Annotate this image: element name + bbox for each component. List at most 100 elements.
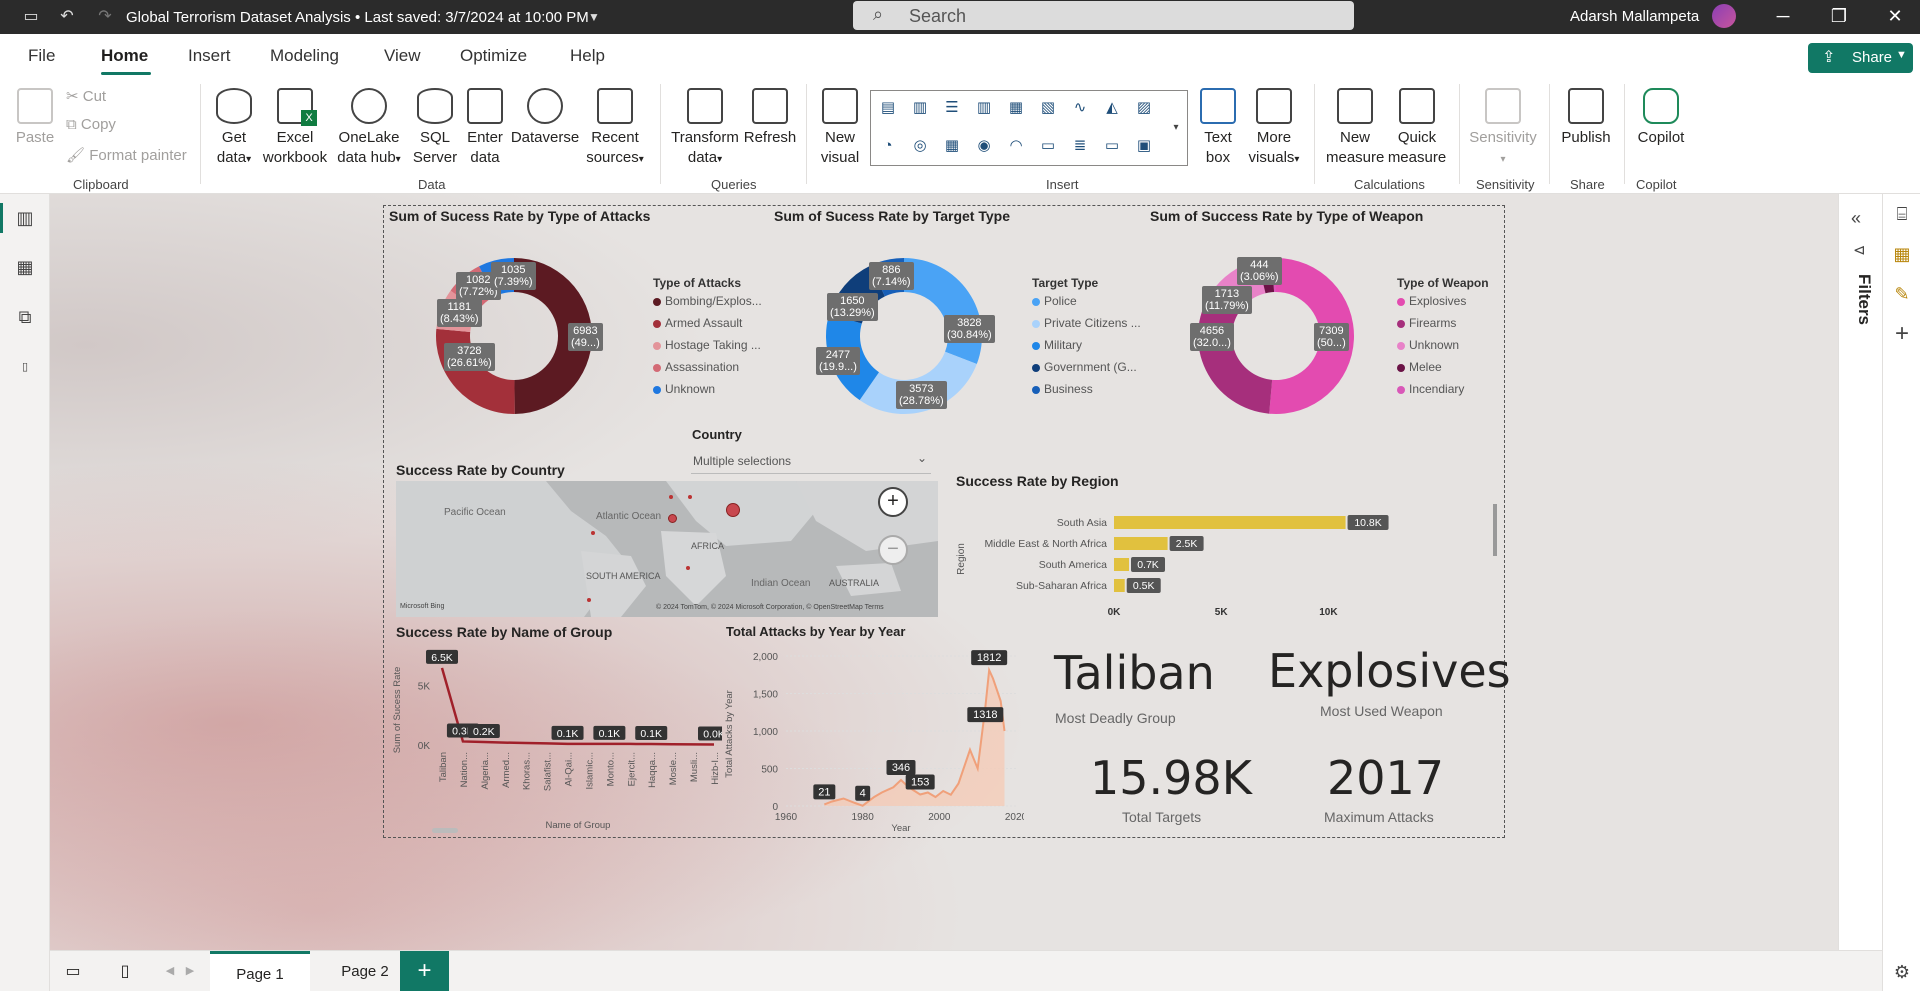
more-visuals-button[interactable]: More visuals▾ [1246, 88, 1302, 170]
add-pane-icon[interactable]: + [1894, 320, 1909, 347]
group-series-line[interactable] [440, 667, 715, 746]
page-tab-2[interactable]: Page 2 [341, 963, 389, 980]
save-icon[interactable]: ▭ [23, 8, 39, 25]
legend-item[interactable]: Firearms [1397, 316, 1456, 330]
donut-slice[interactable] [904, 258, 982, 364]
region-bar[interactable] [1114, 558, 1130, 571]
collapse-pane-icon[interactable]: « [1851, 208, 1862, 228]
line-chart-icon[interactable]: ∿ [1073, 99, 1087, 116]
gauge-icon[interactable]: ◠ [1009, 137, 1023, 154]
enter-data-button[interactable]: Enter data [462, 88, 508, 168]
map-attribution[interactable]: © 2024 TomTom, © 2024 Microsoft Corporat… [656, 604, 884, 611]
legend-item[interactable]: Military [1032, 338, 1082, 352]
tab-insert[interactable]: Insert [188, 46, 231, 65]
legend-item[interactable]: Bombing/Explos... [653, 294, 762, 308]
mobile-layout-icon[interactable]: ▯ [120, 963, 130, 980]
new-visual-button[interactable]: New visual [816, 88, 864, 168]
kpi-icon[interactable]: ▭ [1104, 137, 1120, 154]
donut-slice[interactable] [436, 328, 515, 414]
visual-gallery[interactable]: ▤ ▥ ☰ ▥ ▦ ▧ ∿ ◭ ▨ ◔ ◎ ▦ ◉ ◠ ▭ ≣ ▭ ▣ ▾ [870, 90, 1188, 166]
slicer-icon[interactable]: ▣ [1136, 137, 1152, 154]
legend-item[interactable]: Armed Assault [653, 316, 742, 330]
search-box[interactable]: ⌕ Search [853, 1, 1354, 30]
region-scrollbar[interactable] [1493, 504, 1497, 556]
refresh-button[interactable]: Refresh [742, 88, 798, 148]
desktop-layout-icon[interactable]: ▭ [65, 963, 81, 980]
region-bar[interactable] [1114, 516, 1346, 529]
tab-help[interactable]: Help [570, 46, 605, 65]
avatar[interactable] [1712, 4, 1736, 28]
cut-button[interactable]: ✂ Cut [66, 88, 107, 105]
column-chart-icon[interactable]: ▦ [1008, 99, 1024, 116]
map-icon[interactable]: ◉ [977, 137, 991, 154]
publish-button[interactable]: Publish [1558, 88, 1614, 148]
excel-workbook-button[interactable]: X Excel workbook [262, 88, 328, 168]
donut-chart-icon[interactable]: ◎ [913, 137, 927, 154]
page-tab-1[interactable]: Page 1 [210, 951, 310, 991]
card-icon[interactable]: ▭ [1040, 137, 1056, 154]
multi-row-card-icon[interactable]: ≣ [1073, 137, 1087, 154]
table-view-icon[interactable]: ▦ [16, 257, 34, 277]
donut-slice[interactable] [1269, 258, 1355, 414]
clustered-bar-icon[interactable]: ☰ [945, 99, 959, 116]
map-bubble[interactable] [668, 514, 677, 523]
group-line-chart[interactable]: Sum of Sucess Rate 5K 0K Taliban 6.5K Nation.… [392, 642, 722, 832]
tab-optimize[interactable]: Optimize [460, 46, 528, 65]
country-map[interactable]: Pacific Ocean Atlantic Ocean AFRICA SOUT… [396, 481, 938, 617]
new-measure-button[interactable]: New measure [1326, 88, 1384, 168]
legend-item[interactable]: Police [1032, 294, 1077, 308]
legend-item[interactable]: Government (G... [1032, 360, 1137, 374]
map-bubble[interactable] [686, 566, 690, 570]
user-name[interactable]: Adarsh Mallampeta [1570, 8, 1700, 25]
region-bar-chart[interactable]: Region South Asia 10.8K Middle East & North… [952, 491, 1392, 621]
zoom-out-button[interactable]: − [878, 535, 908, 565]
zoom-in-button[interactable]: + [878, 487, 908, 517]
restore-icon[interactable]: ❐ [1830, 6, 1848, 26]
next-page-icon[interactable]: ▶ [185, 965, 195, 977]
share-button[interactable]: ⇪ Share ▼ [1808, 43, 1913, 73]
format-visual-icon[interactable]: ✎ [1894, 284, 1910, 304]
ribbon-chart-icon[interactable]: ▨ [1136, 99, 1152, 116]
group-scrollbar[interactable] [432, 828, 458, 833]
tab-file[interactable]: File [28, 46, 56, 65]
legend-item[interactable]: Private Citizens ... [1032, 316, 1141, 330]
prev-page-icon[interactable]: ◀ [165, 965, 175, 977]
tab-view[interactable]: View [384, 46, 421, 65]
map-bubble[interactable] [591, 531, 595, 535]
map-bubble[interactable] [587, 598, 591, 602]
legend-item[interactable]: Hostage Taking ... [653, 338, 761, 352]
region-bar[interactable] [1114, 579, 1125, 592]
dataverse-button[interactable]: Dataverse [510, 88, 580, 148]
donut-slice[interactable] [514, 258, 592, 414]
transform-data-button[interactable]: Transform data▾ [670, 88, 740, 170]
report-page[interactable]: Sum of Sucess Rate by Type of Attacks Ty… [383, 205, 1511, 838]
stacked-column-icon[interactable]: ▥ [912, 99, 928, 116]
model-view-icon[interactable]: ⧉ [18, 307, 32, 327]
redo-icon[interactable]: ↷ [98, 8, 112, 25]
tab-home[interactable]: Home [101, 46, 149, 65]
stacked-bar-icon[interactable]: ▤ [880, 99, 896, 116]
year-area-chart[interactable]: Total Attacks by Year 2,000 1,500 1,000 500 0… [724, 642, 1024, 832]
copy-button[interactable]: ⧉ Copy [66, 116, 116, 133]
sql-server-button[interactable]: SQL Server [412, 88, 458, 168]
minimize-icon[interactable]: ─ [1776, 6, 1790, 26]
region-bar[interactable] [1114, 537, 1168, 550]
onelake-data-hub-button[interactable]: OneLake data hub▾ [332, 88, 406, 170]
text-box-button[interactable]: Text box [1196, 88, 1240, 168]
legend-item[interactable]: Explosives [1397, 294, 1466, 308]
map-bubble[interactable] [688, 495, 692, 499]
report-view-icon[interactable]: ▥ [16, 208, 34, 228]
legend-item[interactable]: Unknown [653, 382, 715, 396]
gallery-expand-icon[interactable]: ▾ [1173, 122, 1179, 133]
legend-item[interactable]: Assassination [653, 360, 739, 374]
paste-button[interactable]: Paste [14, 88, 56, 148]
data-pane-icon[interactable]: ⌸ [1896, 204, 1908, 224]
map-bubble[interactable] [669, 495, 673, 499]
map-bubble[interactable] [726, 503, 740, 517]
add-page-button[interactable]: + [400, 951, 449, 991]
pie-chart-icon[interactable]: ◔ [883, 137, 893, 154]
format-painter-button[interactable]: 🖌 Format painter [66, 147, 187, 164]
copilot-button[interactable]: Copilot [1632, 88, 1690, 148]
chevron-down-icon[interactable]: ▼ [588, 10, 600, 24]
legend-item[interactable]: Melee [1397, 360, 1442, 374]
